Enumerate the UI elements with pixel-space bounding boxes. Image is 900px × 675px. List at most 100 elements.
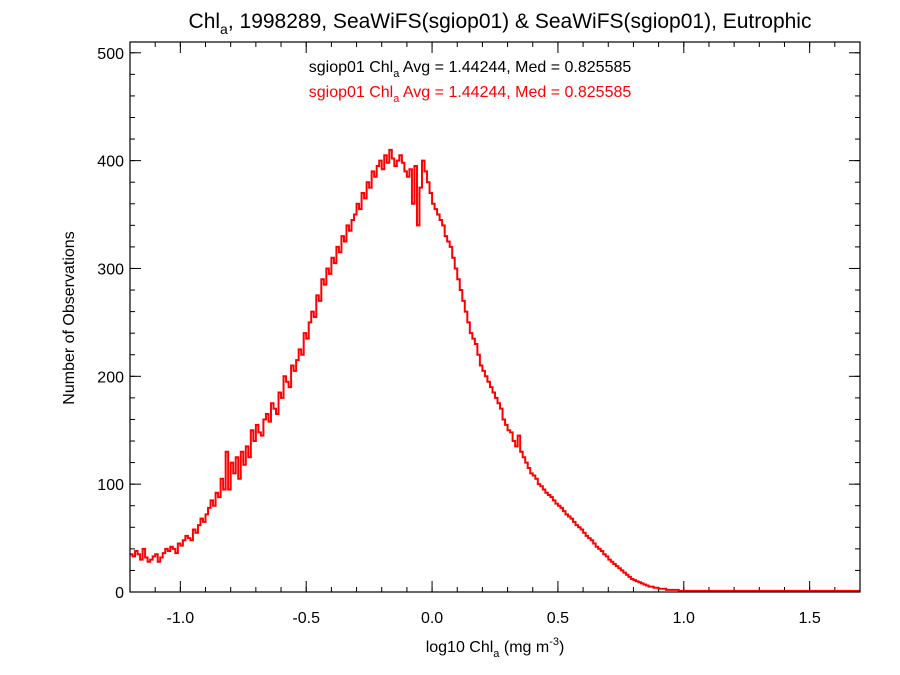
histogram-bin <box>344 242 347 592</box>
histogram-bin <box>377 166 380 592</box>
histogram-bin <box>457 279 460 592</box>
x-axis-label-mid: (mg m <box>499 639 549 656</box>
annotation-black-sub: a <box>393 68 400 80</box>
histogram-bin <box>218 497 221 592</box>
histogram-bin <box>503 419 506 592</box>
histogram-bin <box>505 425 508 592</box>
histogram-bin <box>563 511 566 592</box>
histogram-bin <box>188 538 191 592</box>
histogram-bin <box>432 204 435 592</box>
histogram-bin <box>576 525 579 592</box>
histogram-bin <box>170 547 173 592</box>
histogram-bin <box>168 551 171 592</box>
histogram-bin <box>304 333 307 592</box>
histogram-bin <box>392 158 395 592</box>
histogram-bin <box>475 344 478 592</box>
annotation-red-pre: sgiop01 Chl <box>309 84 394 101</box>
histogram-bin <box>437 215 440 592</box>
histogram-bin <box>588 538 591 592</box>
histogram-bin <box>591 540 594 592</box>
x-axis-label-sup: -3 <box>549 636 559 648</box>
histogram-bin <box>455 268 458 592</box>
histogram-bin <box>243 465 246 592</box>
histogram-bin <box>555 504 558 592</box>
histogram-bin <box>346 225 349 592</box>
histogram-bin <box>571 519 574 592</box>
histogram-bin <box>470 333 473 592</box>
histogram-bin <box>296 360 299 592</box>
histogram-bin <box>311 312 314 592</box>
histogram-bin <box>258 432 261 592</box>
histogram-bin <box>190 540 193 592</box>
histogram-bin <box>417 225 420 592</box>
histogram-bin <box>387 163 390 592</box>
histogram-bin <box>500 409 503 592</box>
histogram-bin <box>341 236 344 592</box>
histogram-bin <box>460 290 463 592</box>
histogram-bin <box>583 533 586 592</box>
histogram-bin <box>175 553 178 592</box>
annotation-black-post: Avg = 1.44244, Med = 0.825585 <box>399 59 631 76</box>
histogram-bin <box>206 514 209 592</box>
histogram-bin <box>228 490 231 592</box>
histogram-bin <box>472 339 475 592</box>
histogram-bin <box>314 317 317 592</box>
histogram-bin <box>362 193 365 592</box>
histogram-bin <box>279 392 282 592</box>
histogram-bin <box>301 355 304 592</box>
histogram-bin <box>523 457 526 592</box>
y-tick-label: 200 <box>97 369 124 386</box>
histogram-bin <box>349 231 352 592</box>
histogram-bin <box>520 452 523 592</box>
histogram-bin <box>465 312 468 592</box>
histogram-bin <box>613 564 616 592</box>
histogram-bin <box>271 403 274 592</box>
y-tick-label: 400 <box>97 154 124 171</box>
histogram-bin <box>402 163 405 592</box>
histogram-bin <box>200 519 203 592</box>
x-axis-label: log10 Chla (mg m-3) <box>426 636 565 660</box>
histogram-bin <box>545 493 548 592</box>
x-tick-label: 1.0 <box>673 610 695 627</box>
histogram-bin <box>565 514 568 592</box>
histogram-bin <box>543 490 546 592</box>
histogram-bin <box>163 553 166 592</box>
histogram-bin <box>286 382 289 592</box>
x-tick-label: -0.5 <box>292 610 320 627</box>
histogram-line <box>130 148 860 592</box>
histogram-bin <box>596 547 599 592</box>
histogram-bin <box>216 493 219 592</box>
histogram-bin <box>266 414 269 592</box>
histogram-bin <box>334 263 337 592</box>
annotation-black-pre: sgiop01 Chl <box>309 59 394 76</box>
histogram-bin <box>153 556 156 592</box>
histogram-bin <box>404 171 407 592</box>
histogram-bin <box>586 536 589 592</box>
histogram-bin <box>409 169 412 592</box>
histogram-bin <box>208 508 211 592</box>
x-tick-label: 0.5 <box>547 610 569 627</box>
histogram-bin <box>508 430 511 592</box>
histogram-bin <box>148 562 151 592</box>
histogram-bin <box>397 161 400 592</box>
y-tick-label: 300 <box>97 261 124 278</box>
histogram-bin <box>515 446 518 592</box>
histogram-bin <box>560 508 563 592</box>
histogram-bin <box>263 419 266 592</box>
histogram-bin <box>540 486 543 592</box>
histogram-bin <box>198 525 201 592</box>
histogram-bin <box>538 484 541 592</box>
histogram-bin <box>324 285 327 592</box>
histogram-bin <box>425 171 428 592</box>
histogram-bin <box>490 387 493 592</box>
histogram-bin <box>477 355 480 592</box>
annotation-red-sub: a <box>393 93 400 105</box>
annotation-black: sgiop01 Chla Avg = 1.44244, Med = 0.8255… <box>309 59 632 80</box>
histogram-bin <box>558 506 561 592</box>
histogram-bin <box>573 522 576 592</box>
histogram-bin <box>223 490 226 592</box>
histogram-bin <box>165 549 168 592</box>
histogram-bin <box>284 376 287 592</box>
histogram-bin <box>203 522 206 592</box>
y-tick-label: 0 <box>115 585 124 602</box>
